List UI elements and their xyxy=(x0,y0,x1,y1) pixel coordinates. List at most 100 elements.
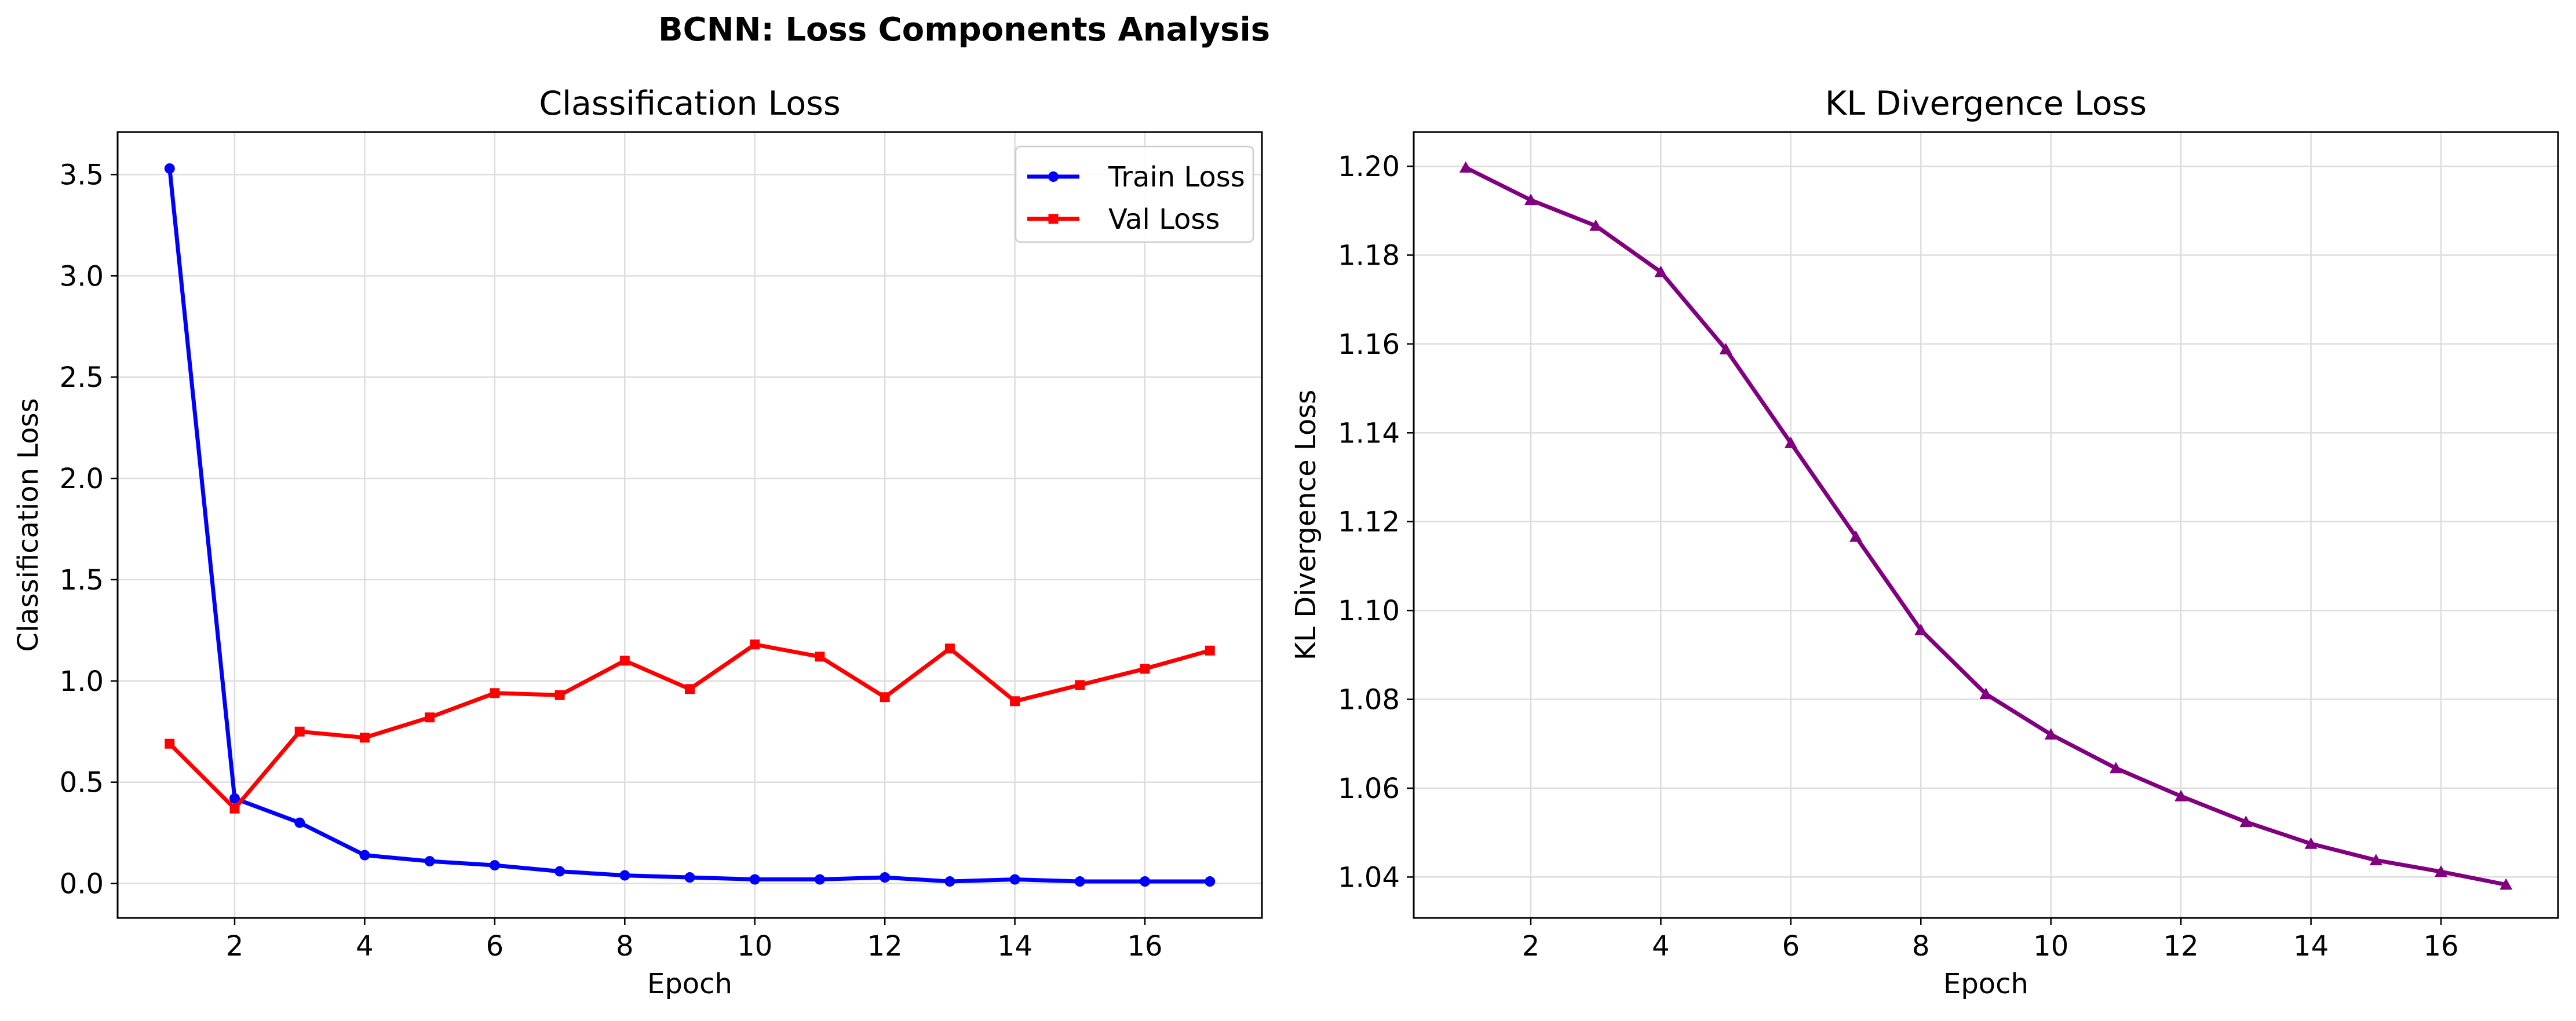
y-tick-label: 1.08 xyxy=(1338,684,1400,716)
x-tick-label: 14 xyxy=(997,930,1032,963)
y-tick-label: 1.04 xyxy=(1338,861,1400,894)
x-axis-label: Epoch xyxy=(1943,968,2028,1000)
data-point xyxy=(1524,193,1537,206)
data-point xyxy=(359,850,370,861)
y-tick-label: 3.5 xyxy=(60,159,104,191)
data-point xyxy=(685,684,695,694)
x-tick-label: 16 xyxy=(1127,930,1162,963)
y-tick-label: 1.12 xyxy=(1338,506,1400,539)
x-tick-label: 6 xyxy=(486,930,504,963)
data-point xyxy=(1784,436,1797,448)
data-point xyxy=(749,874,760,885)
data-point xyxy=(1075,680,1085,690)
y-tick-label: 1.14 xyxy=(1338,417,1400,449)
y-tick-label: 1.10 xyxy=(1338,595,1400,627)
data-point xyxy=(1140,876,1151,887)
data-point xyxy=(424,856,435,867)
data-point xyxy=(619,656,630,666)
data-point xyxy=(229,803,240,814)
legend-label: Train Loss xyxy=(1108,161,1245,193)
data-point xyxy=(359,733,370,743)
x-tick-label: 16 xyxy=(2423,930,2458,963)
x-tick-label: 14 xyxy=(2293,930,2329,963)
data-point xyxy=(1914,623,1928,635)
data-point xyxy=(750,639,760,650)
panel-title: KL Divergence Loss xyxy=(1825,85,2147,123)
data-point xyxy=(2239,815,2253,828)
y-tick-label: 2.0 xyxy=(60,463,104,495)
data-point xyxy=(1205,876,1216,887)
data-point xyxy=(1074,876,1085,887)
data-point xyxy=(815,652,825,662)
classification-loss-panel: 2 4 6 8 10 12 14 16 0.0 0.5 1.0 1.5 2.0 2.5 3.0 3.5 Clas… xyxy=(12,85,1263,1000)
data-point xyxy=(2174,789,2188,802)
data-point xyxy=(1459,161,1472,173)
y-tick-label: 2.5 xyxy=(60,361,104,394)
data-point xyxy=(1979,687,1993,700)
axes-frame xyxy=(116,131,1263,919)
data-point xyxy=(490,688,500,698)
legend-marker xyxy=(1048,171,1059,182)
axes-frame xyxy=(1413,131,2559,919)
data-point xyxy=(2500,878,2513,890)
data-point xyxy=(1009,874,1020,885)
x-tick-label: 10 xyxy=(737,930,772,963)
y-tick-label: 1.0 xyxy=(60,665,104,698)
data-point xyxy=(2304,837,2318,849)
y-tick-label: 0.5 xyxy=(60,767,104,799)
data-point xyxy=(1205,645,1215,656)
data-point xyxy=(1140,664,1150,674)
x-tick-label: 4 xyxy=(1652,930,1670,963)
x-tick-label: 10 xyxy=(2033,930,2068,963)
data-point xyxy=(554,866,565,877)
x-tick-label: 2 xyxy=(1522,930,1540,963)
data-point xyxy=(880,692,890,702)
data-point xyxy=(554,690,565,700)
panel-title: Classification Loss xyxy=(539,85,840,123)
data-point xyxy=(2044,728,2057,740)
data-point xyxy=(880,872,891,883)
y-tick-label: 1.18 xyxy=(1338,239,1400,272)
data-point xyxy=(814,874,825,885)
data-point xyxy=(294,817,305,828)
x-tick-label: 8 xyxy=(616,930,634,963)
data-point xyxy=(164,163,175,174)
data-point xyxy=(1010,696,1020,707)
y-tick-label: 3.0 xyxy=(60,260,104,292)
data-point xyxy=(944,643,955,654)
x-tick-label: 2 xyxy=(226,930,244,963)
legend-label: Val Loss xyxy=(1108,203,1220,236)
data-point xyxy=(1849,530,1863,542)
y-tick-label: 1.20 xyxy=(1338,151,1400,183)
figure-title: BCNN: Loss Components Analysis xyxy=(658,11,1270,49)
x-tick-label: 4 xyxy=(356,930,374,963)
y-axis-label: Classification Loss xyxy=(12,398,45,652)
data-point xyxy=(2435,865,2448,877)
legend-marker xyxy=(1048,214,1059,224)
data-point xyxy=(229,793,240,804)
x-tick-label: 8 xyxy=(1912,930,1930,963)
data-point xyxy=(1719,343,1732,354)
data-point xyxy=(294,726,305,737)
x-tick-label: 6 xyxy=(1782,930,1800,963)
y-tick-label: 1.5 xyxy=(60,564,104,597)
data-point xyxy=(684,872,695,883)
x-tick-label: 12 xyxy=(867,930,903,963)
x-tick-label: 12 xyxy=(2163,930,2199,963)
data-point xyxy=(165,738,175,749)
data-point xyxy=(1654,265,1668,277)
data-point xyxy=(2369,854,2382,866)
data-point xyxy=(1589,219,1603,231)
data-point xyxy=(944,876,955,887)
data-point xyxy=(619,870,630,881)
y-tick-label: 1.16 xyxy=(1338,328,1400,361)
y-axis-label: KL Divergence Loss xyxy=(1290,390,1322,660)
x-axis-label: Epoch xyxy=(647,968,732,1000)
legend: Train Loss Val Loss xyxy=(1015,145,1254,243)
data-point xyxy=(489,860,500,871)
y-tick-label: 0.0 xyxy=(60,868,104,901)
data-point xyxy=(425,712,435,723)
y-tick-label: 1.06 xyxy=(1338,773,1400,805)
